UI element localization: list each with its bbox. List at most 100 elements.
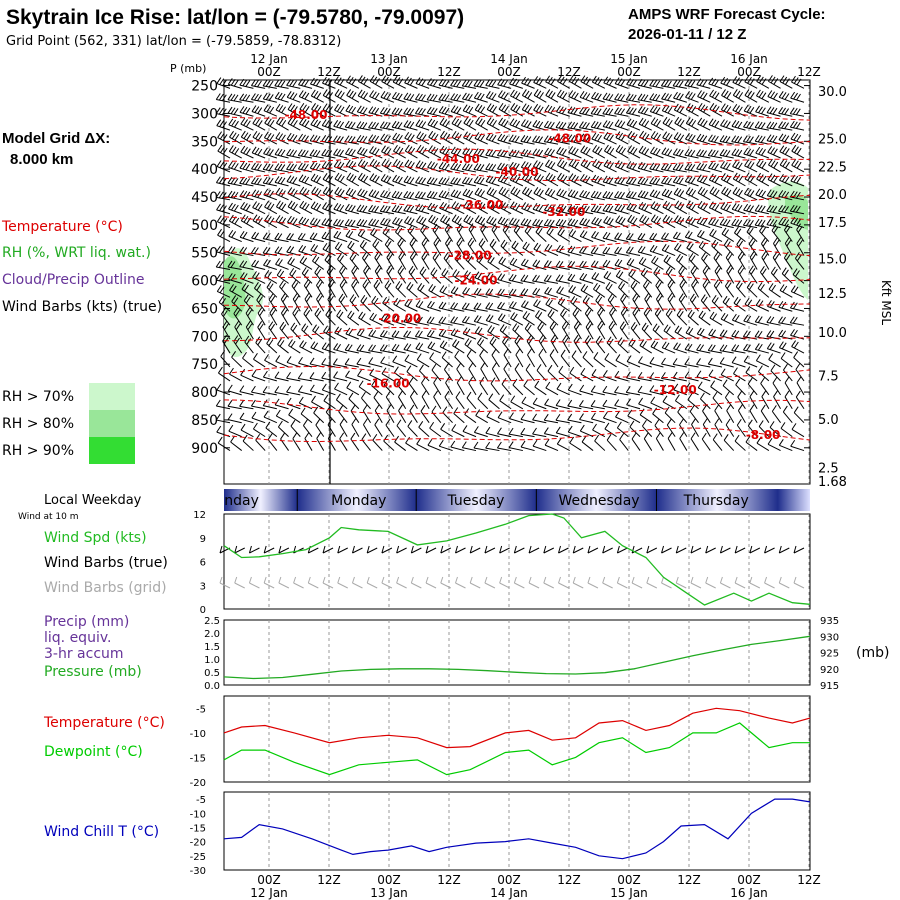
wind-barb-staff bbox=[721, 94, 734, 103]
wind-barb-staff bbox=[790, 97, 805, 103]
wind-barb-feather bbox=[547, 148, 552, 156]
wind-barb bbox=[241, 283, 254, 298]
wind-barb-feather bbox=[324, 162, 330, 169]
wind-barb-feather bbox=[721, 89, 726, 96]
wind-barb bbox=[684, 163, 699, 173]
wind-barb-feather bbox=[606, 133, 612, 140]
wind-barb bbox=[711, 295, 723, 312]
wind-barb-feather bbox=[562, 175, 568, 183]
wind-barb-feather bbox=[726, 92, 732, 99]
wind-barb-feather bbox=[344, 135, 350, 142]
wind-barb-feather bbox=[464, 316, 470, 324]
forecast-cycle-label: AMPS WRF Forecast Cycle: bbox=[628, 6, 826, 23]
wind-barb-feather bbox=[568, 285, 574, 292]
wind-barb-staff bbox=[579, 252, 594, 257]
wind-barb-feather bbox=[298, 133, 304, 141]
wind-barb-feather bbox=[761, 149, 766, 156]
wind-barb-feather bbox=[251, 162, 256, 170]
wind-barb bbox=[356, 204, 371, 215]
wind-barb-feather bbox=[757, 135, 763, 143]
wind-barb-staff bbox=[791, 81, 805, 89]
wind-barb-feather bbox=[416, 144, 422, 152]
wind-barb-staff bbox=[579, 210, 594, 215]
wind-barb bbox=[720, 202, 734, 215]
wind-barb bbox=[614, 232, 629, 243]
wind-barb-staff bbox=[591, 180, 606, 187]
wind-barb-staff bbox=[520, 140, 535, 145]
wind-barb bbox=[384, 280, 395, 298]
wind-barb-feather bbox=[555, 274, 561, 281]
wind-barb-feather bbox=[585, 206, 590, 213]
wind-barb-feather bbox=[406, 205, 412, 212]
wind-barb-feather bbox=[254, 190, 260, 197]
wind-barb-feather bbox=[735, 174, 741, 181]
wind-barb-feather bbox=[386, 219, 391, 226]
wind-barb bbox=[297, 149, 313, 159]
wind-barb-staff bbox=[568, 234, 582, 243]
wind-barb bbox=[778, 107, 793, 117]
wind-barb-feather bbox=[334, 187, 340, 194]
wind-barb bbox=[404, 131, 418, 145]
wind-barb-feather bbox=[557, 227, 563, 235]
wind-barb-feather bbox=[313, 174, 319, 182]
wind-barb-staff bbox=[520, 224, 535, 229]
wind-barb-feather bbox=[438, 161, 444, 169]
wind-barb-feather bbox=[313, 188, 319, 195]
wind-barb-feather bbox=[726, 204, 731, 212]
wind-barb-staff bbox=[286, 238, 301, 243]
wind-barb-feather bbox=[286, 132, 292, 140]
wind-barb-feather bbox=[672, 163, 678, 170]
wind-barb-feather bbox=[303, 150, 309, 157]
wind-barb-feather bbox=[550, 190, 556, 197]
wind-barb-feather bbox=[333, 120, 339, 127]
wind-barb-staff bbox=[380, 112, 395, 117]
wind-barb-feather bbox=[792, 302, 798, 309]
wind-barb-feather bbox=[376, 267, 382, 275]
wind-barb-feather bbox=[784, 237, 790, 244]
wind-barb-staff bbox=[688, 258, 699, 270]
wind-barb-feather bbox=[328, 92, 334, 99]
wind-barb-staff bbox=[743, 209, 758, 215]
wind-barb bbox=[287, 117, 301, 131]
wind-barb bbox=[520, 135, 535, 145]
wind-barb-feather bbox=[652, 233, 658, 240]
wind-barb-feather bbox=[309, 217, 315, 225]
wind-barb bbox=[732, 187, 746, 201]
wind-barb bbox=[309, 77, 324, 89]
wind-barb-feather bbox=[678, 265, 684, 273]
wind-barb-feather bbox=[301, 175, 307, 183]
wind-barb-staff bbox=[673, 97, 688, 103]
wind-barb bbox=[217, 131, 231, 145]
wind-barb bbox=[333, 202, 348, 215]
wind-barb-feather bbox=[364, 267, 370, 275]
wind-barb-staff bbox=[545, 81, 559, 89]
wind-barb-staff bbox=[662, 206, 676, 215]
wind-barb bbox=[404, 144, 418, 159]
wind-barb-feather bbox=[478, 256, 484, 263]
wind-barb-feather bbox=[348, 160, 354, 168]
wind-barb-feather bbox=[357, 172, 363, 180]
wind-barb-feather bbox=[476, 80, 482, 87]
wind-barb bbox=[649, 79, 664, 89]
wind-barb-feather bbox=[404, 131, 410, 139]
wind-barb bbox=[216, 215, 231, 229]
wind-barb-feather bbox=[348, 90, 354, 98]
wind-barb-staff bbox=[311, 95, 324, 103]
wind-barb-feather bbox=[536, 105, 541, 112]
wind-barb-feather bbox=[526, 163, 532, 170]
wind-barb-feather bbox=[560, 308, 565, 315]
wind-barb-feather bbox=[534, 310, 540, 317]
wind-barb bbox=[304, 292, 313, 312]
wind-barb bbox=[579, 246, 594, 257]
wind-barb-staff bbox=[454, 258, 465, 270]
wind-barb-staff bbox=[533, 166, 547, 173]
wind-barb-staff bbox=[603, 221, 617, 229]
wind-barb-feather bbox=[520, 274, 526, 282]
wind-barb-feather bbox=[216, 119, 222, 126]
wind-barb-feather bbox=[360, 174, 366, 181]
wind-barb-feather bbox=[280, 177, 286, 185]
wind-barb-feather bbox=[491, 223, 497, 231]
wind-barb bbox=[485, 91, 500, 103]
wind-barb-staff bbox=[755, 152, 770, 159]
wind-barb-feather bbox=[512, 78, 517, 86]
